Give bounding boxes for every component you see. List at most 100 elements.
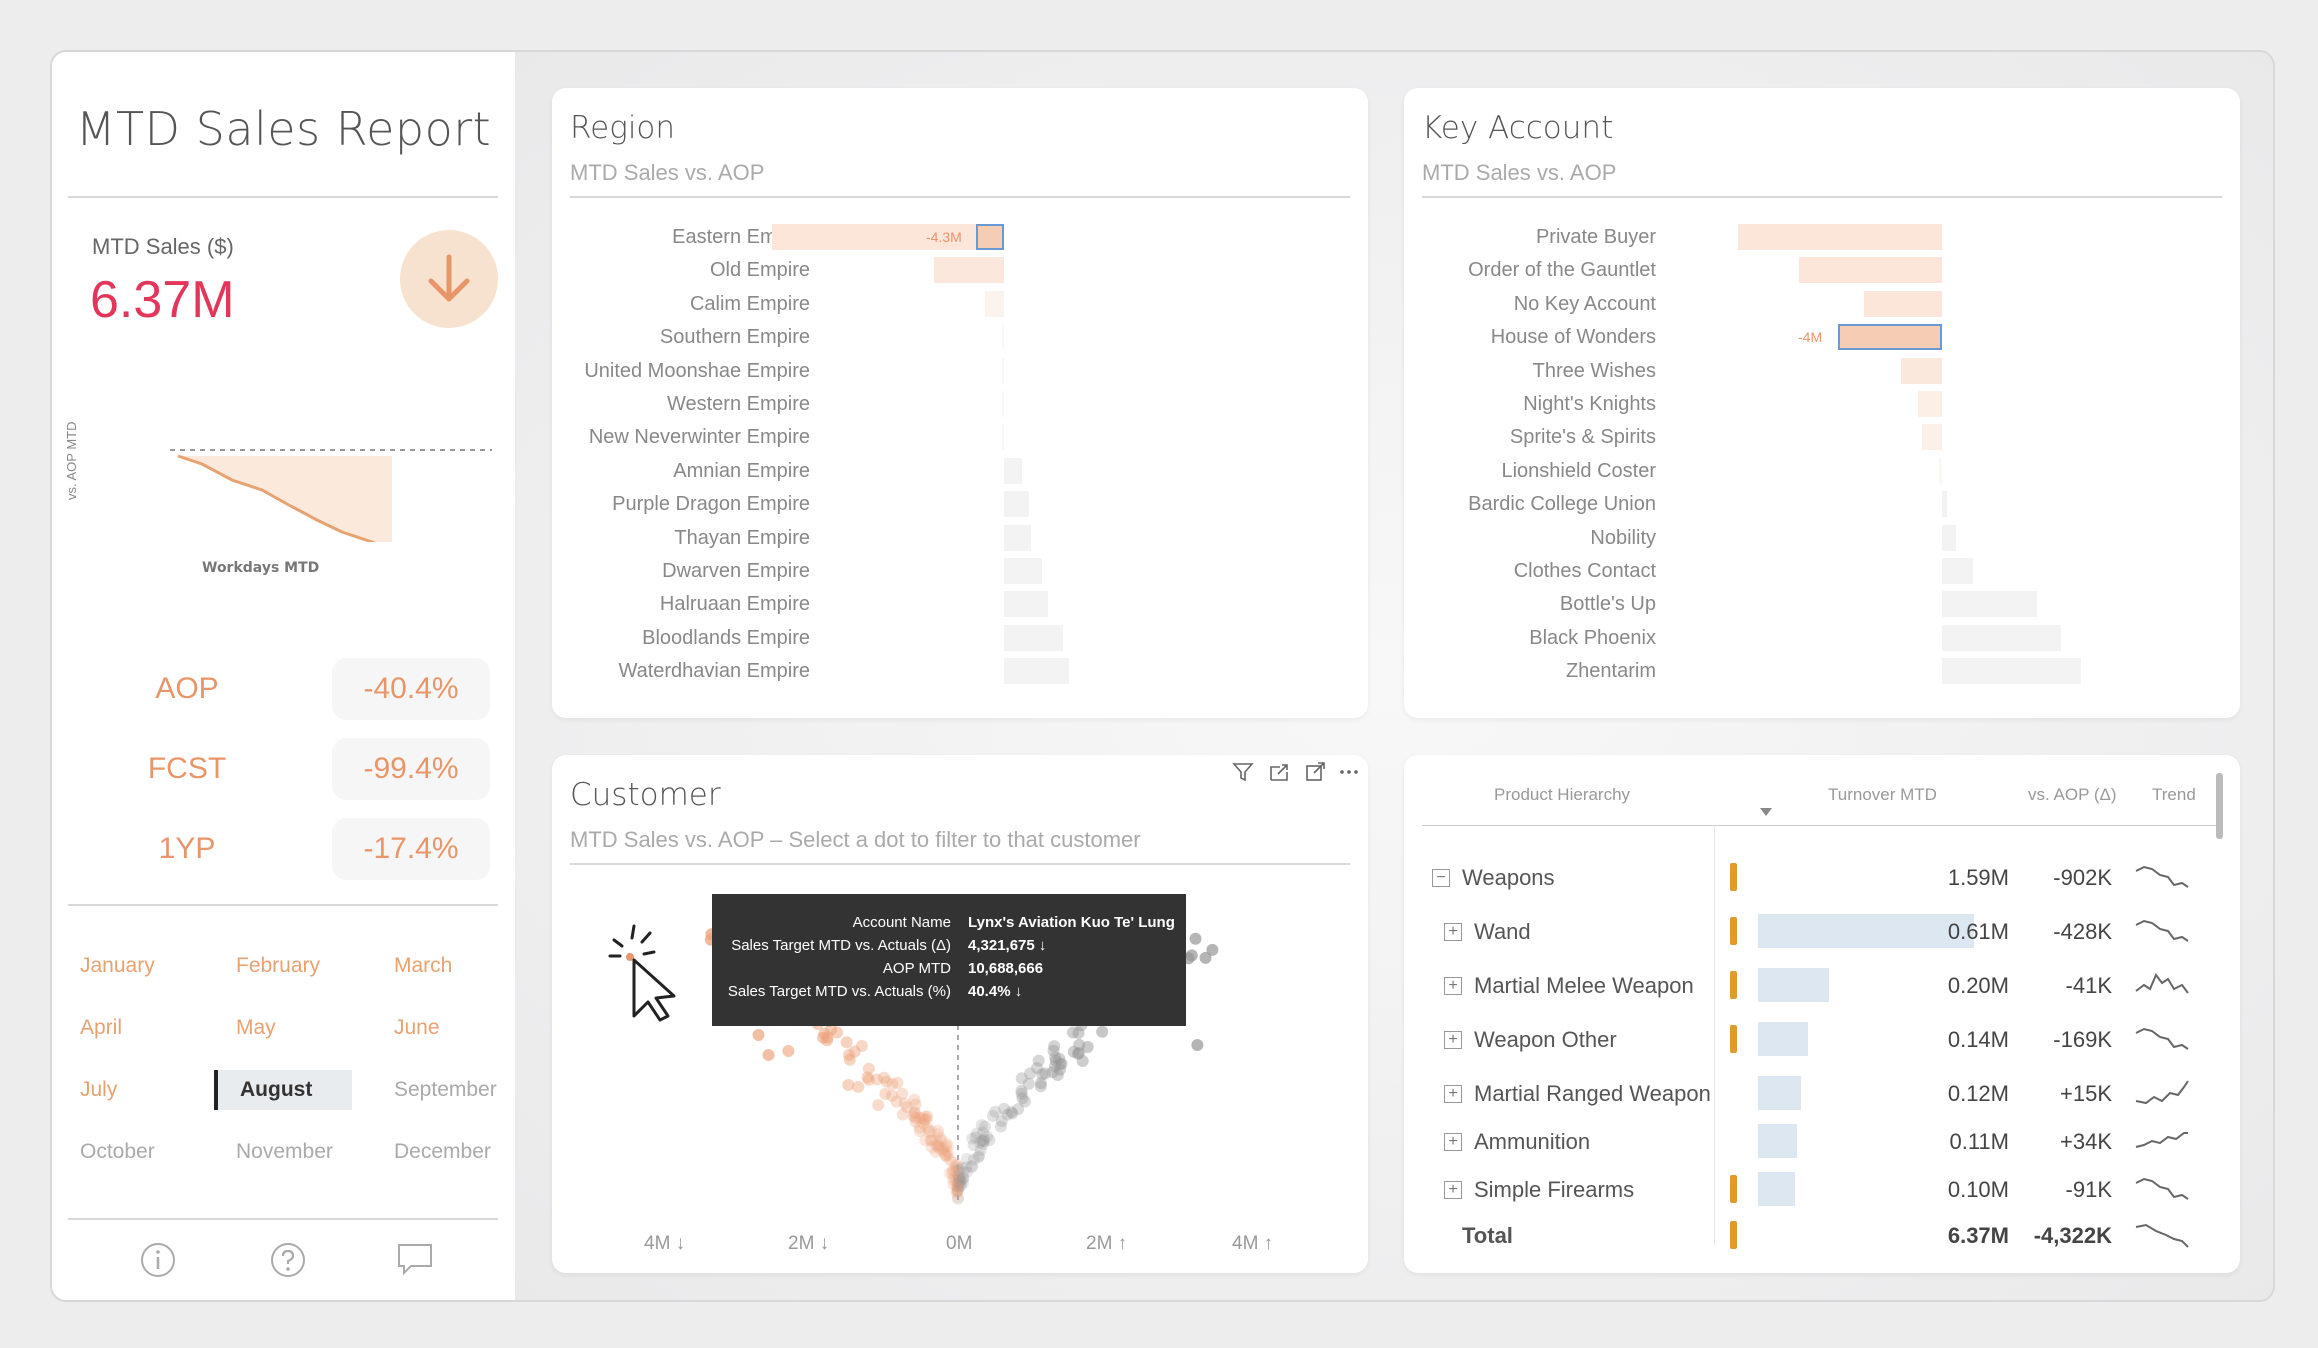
bar[interactable] xyxy=(1942,591,2038,618)
customer-dot[interactable] xyxy=(896,1087,909,1100)
customer-dot[interactable] xyxy=(952,1192,964,1205)
customer-dot[interactable] xyxy=(951,1180,964,1193)
customer-dot[interactable] xyxy=(930,1134,943,1147)
month-january[interactable]: January xyxy=(80,954,155,977)
expand-icon[interactable]: + xyxy=(1444,1031,1462,1049)
customer-dot[interactable] xyxy=(1049,1054,1062,1067)
customer-dot[interactable] xyxy=(955,1179,968,1192)
column-header-product-hierarchy[interactable]: Product Hierarchy xyxy=(1494,785,1631,804)
customer-dot[interactable] xyxy=(762,1049,775,1061)
customer-dot[interactable] xyxy=(1006,1107,1019,1120)
customer-dot[interactable] xyxy=(951,1177,964,1190)
customer-dot[interactable] xyxy=(953,1172,966,1185)
customer-dot[interactable] xyxy=(1076,1055,1089,1067)
month-september[interactable]: September xyxy=(394,1078,497,1101)
bar[interactable] xyxy=(1004,624,1064,651)
customer-dot[interactable] xyxy=(957,1172,970,1185)
customer-dot[interactable] xyxy=(1048,1060,1061,1073)
month-may[interactable]: May xyxy=(236,1016,276,1039)
customer-dot[interactable] xyxy=(955,1161,967,1174)
customer-dot[interactable] xyxy=(952,1174,965,1187)
customer-dot[interactable] xyxy=(1073,1047,1085,1059)
customer-dot[interactable] xyxy=(908,1106,921,1119)
drill-icon[interactable] xyxy=(1268,761,1290,783)
table-row[interactable]: + Ammunition 0.11M +34K xyxy=(1404,1121,2234,1165)
expand-icon[interactable]: + xyxy=(1444,1181,1462,1199)
customer-dot[interactable] xyxy=(909,1115,922,1128)
customer-dot[interactable] xyxy=(951,1184,964,1197)
customer-dot[interactable] xyxy=(1031,1062,1044,1074)
bar[interactable] xyxy=(1918,391,1942,417)
customer-dot[interactable] xyxy=(957,1176,970,1189)
customer-dot[interactable] xyxy=(1067,1026,1079,1039)
bar[interactable] xyxy=(985,290,1004,317)
customer-dot[interactable] xyxy=(986,1109,999,1122)
customer-dot[interactable] xyxy=(1048,1040,1061,1053)
customer-dot[interactable] xyxy=(973,1149,986,1162)
vertical-scrollbar[interactable] xyxy=(2216,773,2223,839)
customer-dot[interactable] xyxy=(967,1153,980,1166)
help-icon[interactable] xyxy=(270,1242,306,1278)
customer-dot[interactable] xyxy=(843,1048,856,1061)
customer-dot[interactable] xyxy=(945,1155,958,1168)
customer-dot[interactable] xyxy=(924,1124,937,1137)
customer-dot[interactable] xyxy=(951,1186,964,1199)
customer-dot[interactable] xyxy=(948,1171,961,1184)
customer-dot[interactable] xyxy=(951,1160,964,1173)
customer-dot[interactable] xyxy=(953,1163,966,1176)
customer-dot[interactable] xyxy=(943,1167,956,1180)
customer-dot[interactable] xyxy=(862,1073,875,1086)
table-row[interactable]: + Simple Firearms 0.10M -91K xyxy=(1404,1169,2234,1213)
customer-dot[interactable] xyxy=(1046,1066,1059,1079)
bar[interactable] xyxy=(1004,658,1069,685)
customer-dot[interactable] xyxy=(949,1179,962,1192)
customer-dot[interactable] xyxy=(967,1139,980,1152)
customer-dot[interactable] xyxy=(909,1098,922,1111)
customer-dot[interactable] xyxy=(951,1191,964,1204)
column-header-aop-delta[interactable]: vs. AOP (Δ) xyxy=(2028,785,2117,804)
customer-dot[interactable] xyxy=(1001,1108,1014,1121)
customer-dot[interactable] xyxy=(1189,932,1202,945)
customer-dot[interactable] xyxy=(843,1053,856,1066)
customer-dot[interactable] xyxy=(932,1140,945,1153)
customer-dot[interactable] xyxy=(965,1160,978,1172)
customer-dot[interactable] xyxy=(929,1146,942,1158)
customer-dot[interactable] xyxy=(935,1134,948,1147)
bar[interactable] xyxy=(1942,558,1973,584)
customer-dot[interactable] xyxy=(950,1158,963,1171)
table-row[interactable]: − Weapons 1.59M -902K xyxy=(1404,857,2234,901)
customer-dot[interactable] xyxy=(994,1120,1007,1133)
customer-dot[interactable] xyxy=(855,1039,868,1052)
customer-dot[interactable] xyxy=(918,1114,931,1126)
customer-dot[interactable] xyxy=(1019,1095,1031,1108)
customer-dot[interactable] xyxy=(969,1131,982,1144)
customer-dot[interactable] xyxy=(953,1180,966,1193)
customer-dot[interactable] xyxy=(1032,1054,1045,1067)
customer-dot[interactable] xyxy=(953,1174,966,1187)
table-row[interactable]: + Wand 0.61M -428K xyxy=(1404,911,2234,955)
customer-dot[interactable] xyxy=(1024,1067,1037,1080)
customer-dot[interactable] xyxy=(932,1124,945,1137)
customer-dot[interactable] xyxy=(913,1125,926,1137)
customer-dot[interactable] xyxy=(947,1165,960,1178)
customer-dot[interactable] xyxy=(923,1126,936,1139)
customer-dot[interactable] xyxy=(947,1164,960,1177)
customer-dot[interactable] xyxy=(900,1101,913,1114)
customer-dot[interactable] xyxy=(949,1160,962,1172)
customer-dot[interactable] xyxy=(1015,1087,1028,1100)
customer-dot[interactable] xyxy=(1012,1103,1025,1116)
customer-dot[interactable] xyxy=(939,1148,951,1161)
customer-dot[interactable] xyxy=(1049,1051,1062,1064)
customer-dot[interactable] xyxy=(977,1126,989,1139)
customer-dot[interactable] xyxy=(1051,1069,1064,1081)
customer-dot[interactable] xyxy=(872,1099,885,1111)
month-december[interactable]: December xyxy=(394,1140,491,1163)
customer-dot[interactable] xyxy=(842,1079,855,1091)
bar-selected[interactable] xyxy=(976,224,1004,250)
customer-dot[interactable] xyxy=(891,1076,904,1089)
expand-icon[interactable]: + xyxy=(1444,977,1462,995)
customer-dot[interactable] xyxy=(951,1183,964,1195)
bar[interactable] xyxy=(1001,424,1004,451)
customer-dot[interactable] xyxy=(861,1071,874,1084)
customer-dot[interactable] xyxy=(942,1140,954,1153)
